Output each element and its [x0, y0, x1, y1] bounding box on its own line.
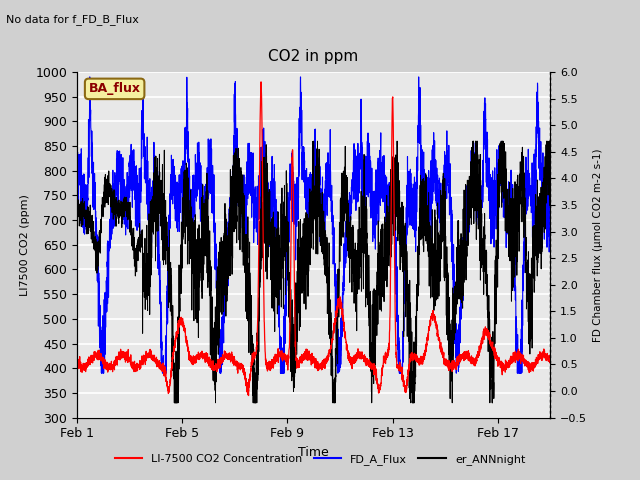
Text: BA_flux: BA_flux: [88, 83, 141, 96]
Y-axis label: LI7500 CO2 (ppm): LI7500 CO2 (ppm): [20, 194, 29, 296]
Text: No data for f_FD_B_Flux: No data for f_FD_B_Flux: [6, 14, 140, 25]
Y-axis label: FD Chamber flux (μmol CO2 m-2 s-1): FD Chamber flux (μmol CO2 m-2 s-1): [593, 148, 603, 342]
Title: CO2 in ppm: CO2 in ppm: [268, 49, 359, 64]
X-axis label: Time: Time: [298, 446, 329, 459]
Legend: LI-7500 CO2 Concentration, FD_A_Flux, er_ANNnight: LI-7500 CO2 Concentration, FD_A_Flux, er…: [110, 450, 530, 469]
